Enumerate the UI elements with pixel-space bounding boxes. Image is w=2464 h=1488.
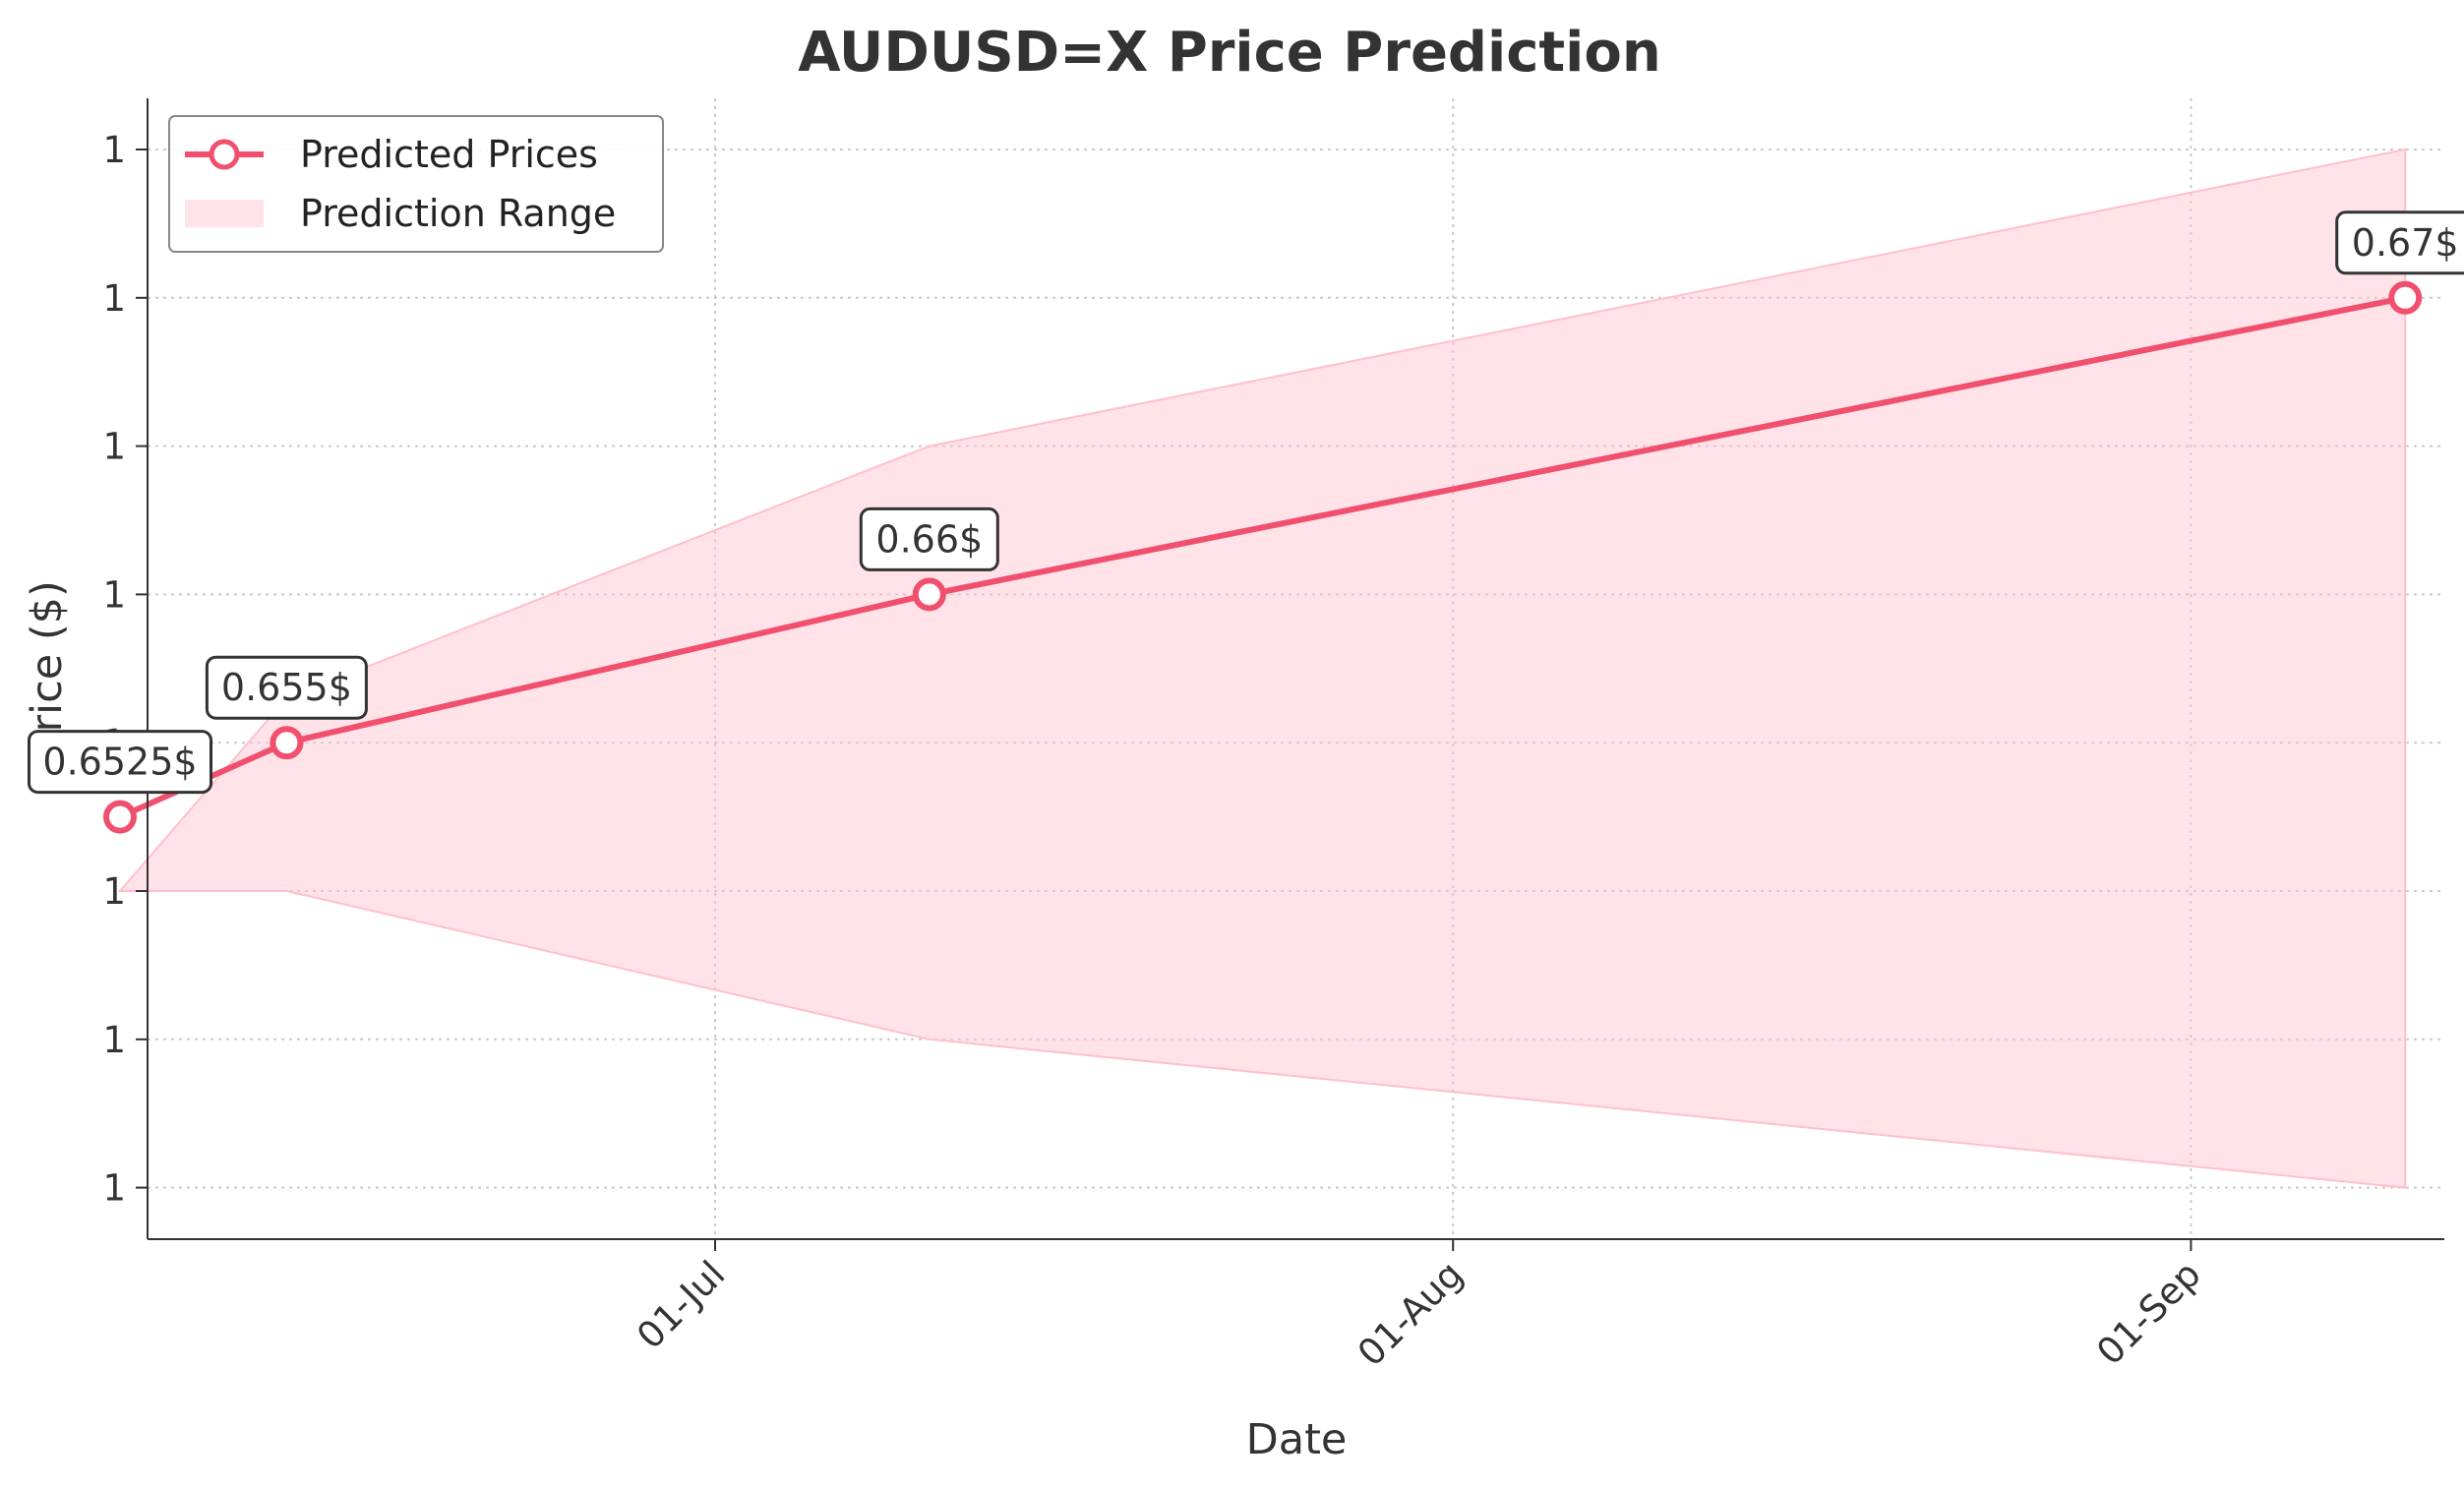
annotation-box — [859, 506, 999, 571]
price-annotation: 0.655$ — [205, 655, 368, 720]
y-ticks: 11111111 — [102, 129, 148, 1210]
y-tick-label: 1 — [102, 1019, 126, 1061]
y-tick-label: 1 — [102, 573, 126, 616]
y-tick-label: 1 — [102, 129, 126, 171]
price-annotations: 0.6525$ 0.655$ 0.66$ 0.67$ — [28, 210, 2464, 795]
legend-label-range: Prediction Range — [300, 192, 616, 235]
x-ticks: 01-Jul 01-Aug 01-Sep — [629, 1239, 2209, 1375]
price-annotation: 0.67$ — [2335, 210, 2464, 275]
legend-marker-swatch — [209, 139, 240, 170]
chart-title: AUDUSD=X Price Prediction — [798, 21, 1660, 85]
grid-lines — [148, 98, 2444, 1239]
x-tick-label: 01-Sep — [2088, 1253, 2208, 1373]
annotation-box — [28, 730, 212, 795]
price-annotation: 0.66$ — [859, 506, 999, 571]
annotation-label: 0.67$ — [2352, 221, 2459, 265]
predicted-price-point — [270, 726, 304, 760]
annotation-box — [205, 655, 368, 720]
price-annotation: 0.6525$ — [28, 730, 212, 795]
annotation-box — [2335, 210, 2464, 275]
legend-box — [168, 115, 664, 253]
prediction-range-layer — [117, 148, 2407, 1189]
y-tick-label: 1 — [102, 277, 126, 320]
annotation-label: 0.66$ — [875, 517, 983, 561]
predicted-price-point — [2388, 280, 2423, 315]
prediction-range-band — [117, 148, 2407, 1189]
predicted-price-point — [912, 577, 946, 612]
predicted-price-point — [103, 800, 137, 834]
x-tick-label: 01-Aug — [1350, 1253, 1472, 1375]
y-tick-label: 1 — [102, 1167, 126, 1210]
x-tick-label: 01-Jul — [629, 1253, 733, 1357]
legend-range-swatch — [185, 200, 264, 227]
y-tick-label: 1 — [102, 426, 126, 468]
annotation-label: 0.655$ — [221, 666, 352, 709]
legend-label-predicted: Predicted Prices — [300, 133, 598, 176]
y-tick-label: 1 — [102, 870, 126, 913]
x-axis-label: Date — [1246, 1415, 1348, 1464]
legend: Predicted Prices Prediction Range — [168, 115, 664, 253]
annotation-label: 0.6525$ — [42, 741, 197, 784]
y-axis-label: Price ($) — [23, 580, 72, 756]
